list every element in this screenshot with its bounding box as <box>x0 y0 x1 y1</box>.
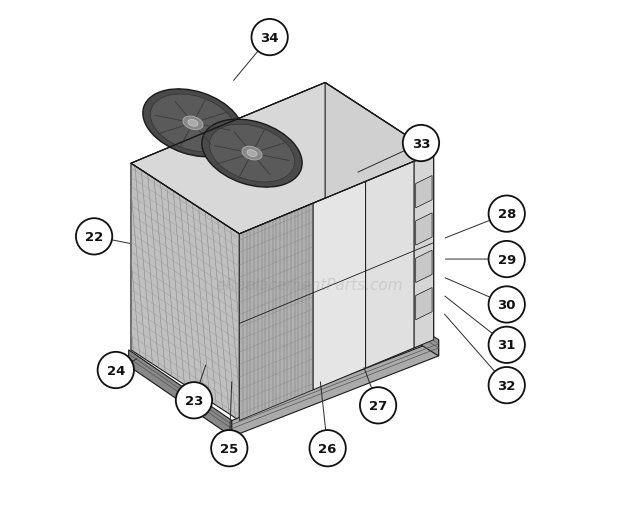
Text: eReplacementParts.com: eReplacementParts.com <box>216 277 404 292</box>
Circle shape <box>211 430 247 466</box>
Polygon shape <box>366 162 414 369</box>
Circle shape <box>76 219 112 255</box>
Polygon shape <box>239 154 433 420</box>
Ellipse shape <box>188 120 198 127</box>
Polygon shape <box>415 250 432 283</box>
Polygon shape <box>313 182 366 390</box>
Text: 32: 32 <box>497 379 516 392</box>
Ellipse shape <box>202 120 302 188</box>
Text: 27: 27 <box>369 399 388 412</box>
Polygon shape <box>232 340 438 437</box>
Text: 30: 30 <box>497 298 516 312</box>
Polygon shape <box>131 83 433 234</box>
Polygon shape <box>325 83 433 340</box>
Text: 26: 26 <box>319 442 337 455</box>
Polygon shape <box>325 270 438 356</box>
Ellipse shape <box>151 95 236 152</box>
Ellipse shape <box>242 147 262 161</box>
Polygon shape <box>415 213 432 246</box>
Circle shape <box>489 327 525 363</box>
Circle shape <box>489 367 525 404</box>
Circle shape <box>309 430 346 466</box>
Polygon shape <box>415 176 432 208</box>
Circle shape <box>360 387 396 423</box>
Polygon shape <box>239 204 313 420</box>
Ellipse shape <box>247 151 257 157</box>
Text: 33: 33 <box>412 137 430 150</box>
Circle shape <box>489 241 525 277</box>
Text: 22: 22 <box>85 231 103 243</box>
Text: 23: 23 <box>185 394 203 407</box>
Polygon shape <box>414 154 433 348</box>
Ellipse shape <box>183 117 203 130</box>
Ellipse shape <box>143 90 243 157</box>
Circle shape <box>176 382 212 418</box>
Polygon shape <box>415 288 432 320</box>
Ellipse shape <box>210 125 294 183</box>
Text: 28: 28 <box>497 208 516 221</box>
Circle shape <box>252 20 288 56</box>
Text: 31: 31 <box>497 338 516 352</box>
Circle shape <box>489 196 525 232</box>
Text: 34: 34 <box>260 32 279 44</box>
Circle shape <box>97 352 134 388</box>
Text: 24: 24 <box>107 364 125 377</box>
Text: 29: 29 <box>498 253 516 266</box>
Circle shape <box>403 126 439 162</box>
Circle shape <box>489 287 525 323</box>
Polygon shape <box>131 164 239 420</box>
Polygon shape <box>129 350 232 437</box>
Text: 25: 25 <box>220 442 239 455</box>
